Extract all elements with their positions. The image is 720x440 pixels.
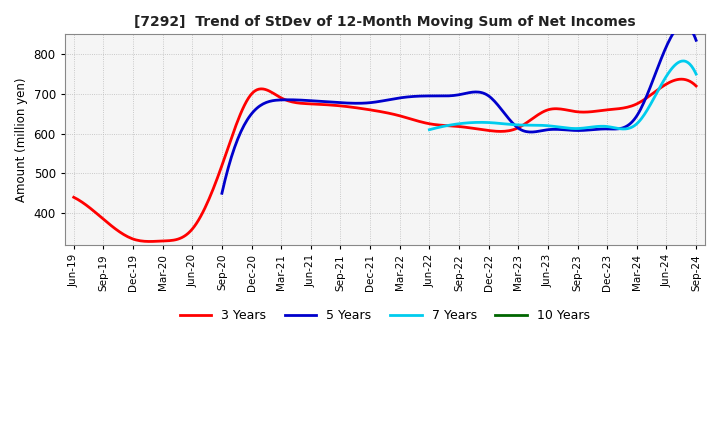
5 Years (500, 110, 508, 116)
Line: 5 Years: 5 Years (222, 24, 696, 193)
5 Years (217, 191, 226, 196)
7 Years (650, 95, 659, 100)
Legend: 3 Years, 5 Years, 7 Years, 10 Years: 3 Years, 5 Years, 7 Years, 10 Years (175, 304, 595, 327)
3 Years (69, 194, 78, 200)
3 Years (442, 123, 451, 128)
3 Years (596, 108, 605, 114)
7 Years (584, 125, 593, 130)
5 Years (617, 125, 626, 131)
5 Years (219, 184, 228, 189)
Line: 7 Years: 7 Years (429, 61, 696, 130)
5 Years (498, 108, 507, 114)
Y-axis label: Amount (million yen): Amount (million yen) (15, 77, 28, 202)
Title: [7292]  Trend of StDev of 12-Month Moving Sum of Net Incomes: [7292] Trend of StDev of 12-Month Moving… (134, 15, 636, 29)
7 Years (692, 71, 701, 77)
3 Years (678, 77, 686, 82)
7 Years (426, 127, 435, 132)
7 Years (588, 125, 597, 130)
3 Years (692, 83, 701, 88)
5 Years (679, 22, 688, 27)
3 Years (452, 124, 461, 129)
3 Years (636, 99, 644, 105)
3 Years (71, 196, 80, 201)
Line: 3 Years: 3 Years (73, 79, 696, 242)
7 Years (679, 59, 688, 64)
7 Years (667, 67, 675, 72)
3 Years (440, 123, 449, 128)
7 Years (583, 125, 592, 130)
5 Years (692, 38, 701, 43)
5 Years (508, 120, 516, 125)
5 Years (647, 81, 656, 86)
3 Years (146, 239, 155, 244)
7 Years (425, 127, 433, 132)
